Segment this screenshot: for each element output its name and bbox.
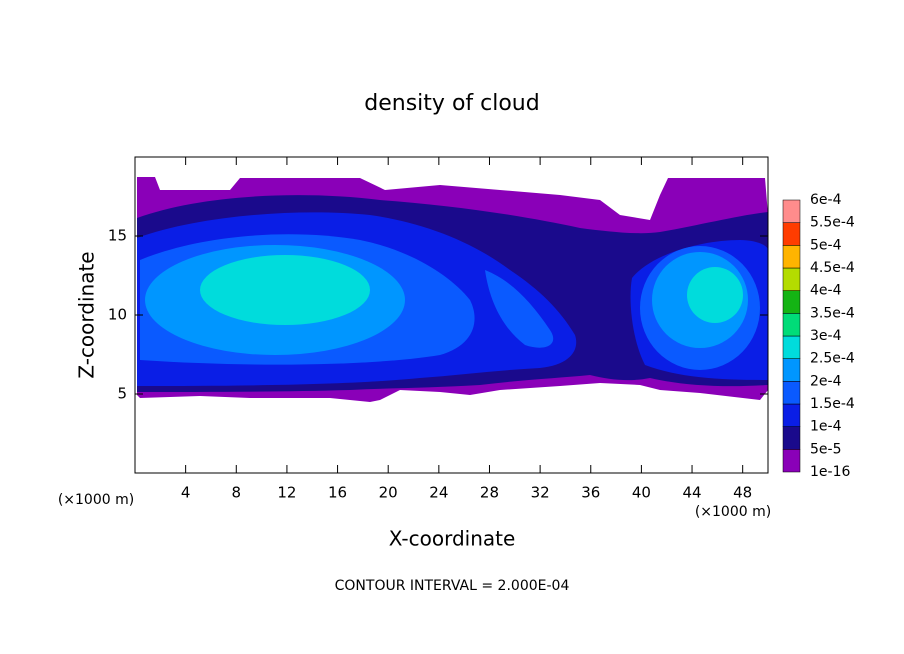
colorbar-box [782,245,801,269]
colorbar-box [782,403,801,427]
colorbar-box [782,426,801,450]
colorbar-label: 3e-4 [810,328,842,344]
colorbar-box [782,358,801,382]
footer-note: CONTOUR INTERVAL = 2.000E-04 [335,578,570,594]
x-tick-label: 12 [277,484,296,502]
colorbar-box [782,199,801,223]
colorbar-label: 5e-5 [810,441,841,457]
y-tick-label: 5 [117,385,127,403]
colorbar-label: 5e-4 [810,237,842,253]
x-tick-label: 24 [429,484,448,502]
colorbar-box [782,222,801,246]
colorbar-label: 2e-4 [810,373,842,389]
colorbar-label: 6e-4 [810,192,842,208]
colorbar-box [782,449,801,473]
x-tick-label: 4 [181,484,191,502]
x-tick-label: 16 [328,484,347,502]
colorbar-box [782,290,801,314]
colorbar-label: 1e-4 [810,419,842,435]
colorbar-label: 4e-4 [810,283,842,299]
colorbar-box [782,335,801,359]
x-tick-label: 40 [632,484,651,502]
contour-field [137,177,768,402]
colorbar-label: 5.5e-4 [810,215,855,231]
y-tick-label: 10 [108,306,127,324]
colorbar-box [782,313,801,337]
x-tick-label: 44 [682,484,701,502]
x-tick-label: 32 [531,484,550,502]
chart-title: density of cloud [364,91,539,116]
colorbar-box [782,267,801,291]
colorbar-box [782,381,801,405]
colorbar-label: 1e-16 [810,464,850,480]
colorbar-label: 4.5e-4 [810,260,855,276]
colorbar-label: 1.5e-4 [810,396,855,412]
x-tick-label: 36 [581,484,600,502]
y-axis-label: Z-coordinate [75,251,99,378]
x-axis-label: X-coordinate [389,527,516,551]
x-tick-label: 8 [232,484,242,502]
y-unit-label: (×1000 m) [58,492,134,508]
x-unit-label: (×1000 m) [695,504,771,520]
x-tick-label: 28 [480,484,499,502]
colorbar-label: 3.5e-4 [810,305,855,321]
x-tick-label: 48 [733,484,752,502]
y-tick-label: 15 [108,227,127,245]
x-tick-label: 20 [379,484,398,502]
colorbar-label: 2.5e-4 [810,351,855,367]
